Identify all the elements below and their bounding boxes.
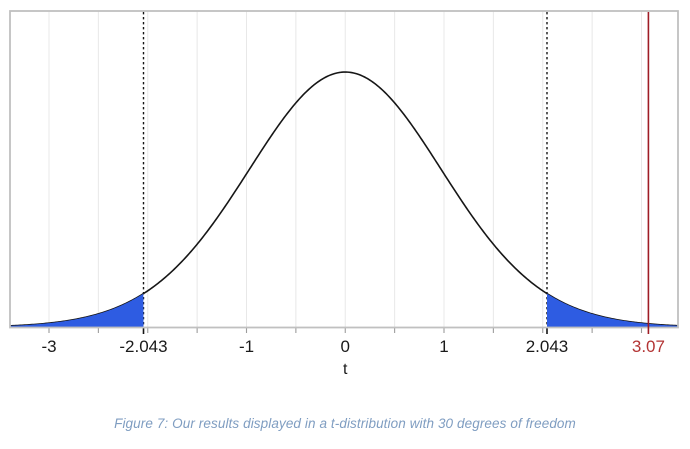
x-tick-label-1: 1	[439, 337, 448, 356]
x-tick-label-2.043: 2.043	[526, 337, 569, 356]
x-tick-label-0: 0	[341, 337, 350, 356]
rejection-region-left-tail	[9, 293, 144, 328]
figure-caption: Figure 7: Our results displayed in a t-d…	[114, 416, 576, 431]
t-distribution-chart: -3 -2.043 -1 0 1 2.043 3.07 t	[9, 10, 679, 378]
x-tick-label-3.07: 3.07	[632, 337, 665, 356]
plot-frame	[9, 10, 679, 329]
x-tick-label--2.043: -2.043	[119, 337, 167, 356]
x-tick-label--1: -1	[239, 337, 254, 356]
x-tick-label--3: -3	[41, 337, 56, 356]
rejection-region-right-tail	[547, 293, 679, 328]
x-axis-title: t	[343, 361, 348, 378]
density-curve	[9, 71, 679, 327]
